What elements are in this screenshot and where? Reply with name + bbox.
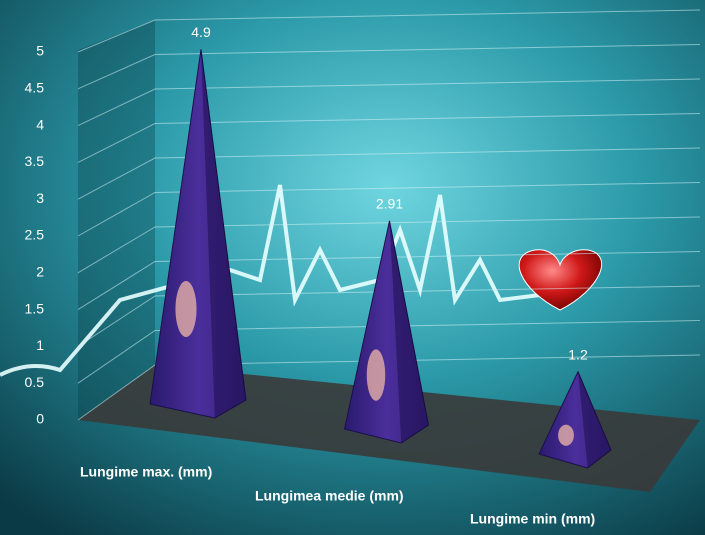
side-wall [78,20,155,420]
y-tick-label: 1.5 [25,300,45,316]
y-tick-label: 3.5 [25,153,45,169]
y-tick-label: 2.5 [25,227,45,243]
value-label: 2.91 [376,196,403,212]
x-tick-label: Lungime max. (mm) [80,464,212,480]
pyramid-emblem [558,425,574,446]
y-tick-label: 4.5 [25,80,45,96]
y-tick-label: 5 [36,43,44,59]
x-tick-label: Lungime min (mm) [470,511,595,527]
value-label: 4.9 [191,24,211,40]
y-tick-label: 2 [36,264,44,280]
y-tick-label: 3 [36,190,44,206]
chart: 0 0.5 1 1.5 2 2.5 3 3.5 4 4.5 5 4.9 Lungime max. (mm… [0,0,705,535]
y-tick-label: 0.5 [25,374,45,390]
value-label: 1.2 [568,346,588,362]
pyramid-emblem [175,281,196,337]
pyramid-emblem [367,349,385,400]
x-tick-label: Lungimea medie (mm) [255,488,404,504]
y-tick-label: 0 [36,411,44,427]
y-tick-label: 1 [36,337,44,353]
y-tick-label: 4 [36,116,44,132]
